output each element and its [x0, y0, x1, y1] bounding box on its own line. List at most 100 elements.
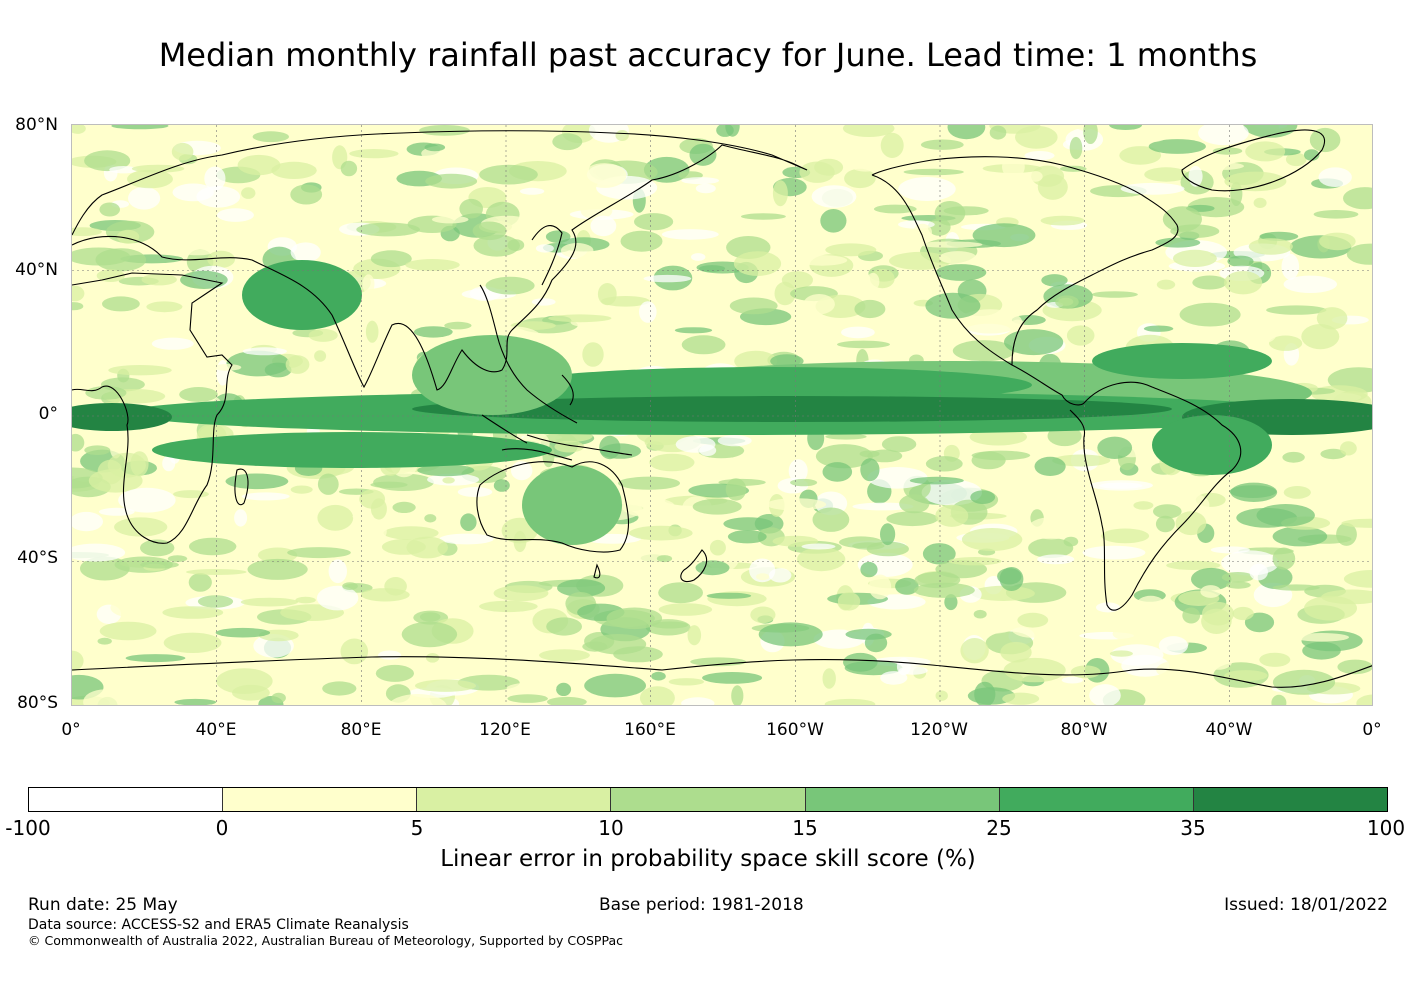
skill-patch	[552, 133, 583, 151]
skill-patch	[1037, 554, 1075, 565]
skill-patch	[424, 143, 446, 152]
skill-patch	[1148, 139, 1206, 154]
skill-patch	[1294, 633, 1349, 642]
skill-patch	[702, 672, 763, 684]
skill-patch	[1337, 659, 1372, 675]
skill-patch	[257, 547, 298, 563]
skill-patch	[860, 458, 880, 482]
skill-patch	[1000, 641, 1032, 663]
lat-label-80n: 80°N	[15, 115, 58, 135]
skill-patch	[610, 307, 628, 317]
skill-patch	[271, 161, 317, 179]
skill-patch	[557, 579, 606, 597]
skill-patch	[1167, 695, 1220, 705]
skill-patch	[974, 681, 996, 705]
skill-patch	[215, 627, 271, 638]
skill-patch	[1316, 307, 1348, 330]
skill-patch	[1027, 517, 1075, 540]
colorbar-segment	[611, 788, 806, 811]
skill-patch	[99, 621, 157, 641]
skill-patch	[1015, 125, 1058, 149]
skill-patch	[1266, 305, 1327, 315]
skill-patch	[842, 125, 895, 137]
skill-patch	[413, 326, 453, 338]
skill-patch	[820, 209, 847, 233]
skill-patch	[237, 154, 281, 176]
skill-patch	[317, 473, 339, 495]
skill-patch	[651, 671, 666, 681]
skill-patch	[479, 600, 538, 613]
skill-patch	[634, 213, 674, 231]
skill-patch	[740, 213, 786, 220]
map-title: Median monthly rainfall past accuracy fo…	[158, 36, 1258, 74]
skill-patch	[316, 585, 359, 611]
lon-label-0-east: 0°	[1362, 720, 1382, 740]
skill-patch	[825, 243, 877, 257]
skill-patch	[1253, 197, 1267, 208]
colorbar-segment	[29, 788, 224, 811]
data-source: Data source: ACCESS-S2 and ERA5 Climate …	[28, 917, 409, 933]
skill-patch	[939, 251, 977, 265]
skill-patch	[811, 185, 857, 208]
skill-patch	[285, 355, 310, 374]
skill-patch	[788, 459, 808, 483]
tropical-skill-bands	[72, 260, 1372, 545]
skill-patch	[359, 489, 386, 509]
skill-patch	[1052, 454, 1111, 467]
skill-patch	[921, 479, 982, 506]
skill-patch	[252, 131, 289, 143]
skill-patch	[365, 320, 379, 343]
skill-patch	[860, 561, 878, 578]
skill-patch	[1034, 456, 1066, 476]
copyright: © Commonwealth of Australia 2022, Austra…	[28, 933, 623, 948]
skill-patch	[1002, 155, 1025, 179]
skill-patch	[687, 625, 702, 646]
skill-patch	[1089, 684, 1121, 705]
skill-patch	[841, 326, 875, 339]
graticule-lines	[72, 125, 1372, 705]
skill-patch	[167, 555, 188, 562]
skill-patch	[627, 586, 661, 601]
skill-patch	[109, 433, 123, 459]
skill-patch	[85, 386, 127, 400]
skill-patch	[370, 250, 412, 268]
skill-patch	[1282, 451, 1305, 463]
skill-patch	[322, 681, 357, 696]
skill-patch	[866, 272, 880, 291]
skill-patch	[217, 208, 254, 222]
skill-patch	[349, 149, 399, 159]
skill-patch	[96, 269, 125, 282]
colorbar-segment	[805, 788, 1000, 811]
skill-patch	[1132, 129, 1168, 143]
skill-patch	[1245, 141, 1286, 162]
skill-patch	[204, 166, 226, 191]
skill-patch	[472, 221, 507, 241]
skill-patch	[163, 632, 222, 653]
skill-patch	[1320, 448, 1347, 460]
skill-patch	[108, 365, 172, 376]
skill-patch	[1232, 606, 1254, 621]
skill-patch	[531, 298, 556, 306]
skill-patch	[733, 251, 782, 276]
skill-patch	[493, 585, 549, 602]
skill-patch	[128, 186, 161, 210]
skill-patch	[934, 201, 966, 226]
skill-patch	[1172, 249, 1217, 267]
skill-patch	[790, 478, 818, 487]
skill-patch	[1255, 318, 1278, 343]
skill-patch	[290, 242, 321, 263]
skill-patch	[925, 456, 963, 472]
skill-patch	[174, 698, 217, 705]
skill-patch	[935, 690, 948, 701]
skill-patch	[197, 595, 234, 608]
skill-patch	[241, 187, 256, 199]
skill-patch	[952, 340, 1016, 362]
skill-patch	[622, 497, 676, 518]
skill-patch	[1309, 127, 1341, 153]
skill-patch	[971, 451, 1006, 470]
skill-patch	[812, 507, 850, 532]
skill-patch	[506, 682, 557, 694]
skill-patch	[95, 248, 147, 272]
skill-patch	[725, 125, 740, 137]
skill-patch	[1313, 210, 1359, 219]
